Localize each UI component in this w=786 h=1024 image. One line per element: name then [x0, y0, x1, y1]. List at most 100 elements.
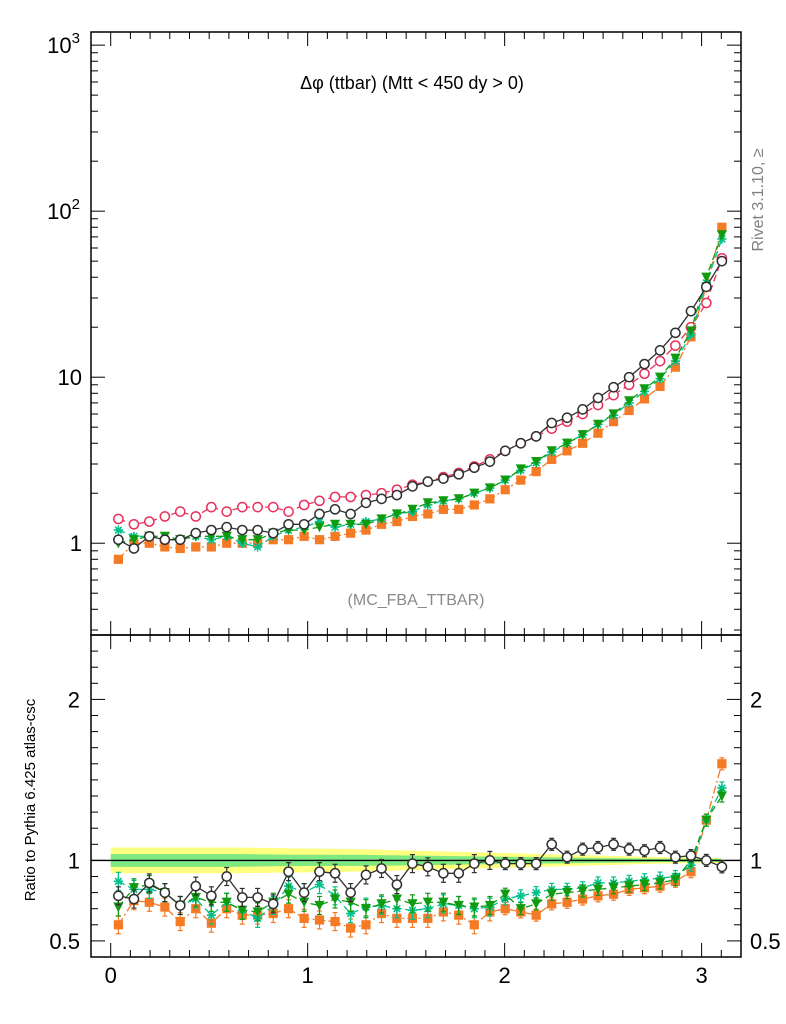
- data-point: [716, 230, 727, 240]
- data-point: [438, 504, 448, 514]
- data-point: [561, 438, 573, 449]
- data-point: [144, 897, 154, 907]
- data-point: [623, 843, 635, 855]
- data-point: [221, 521, 233, 533]
- data-point: [639, 394, 650, 404]
- data-point: [252, 535, 263, 545]
- data-point: [422, 897, 433, 908]
- data-point: [717, 783, 727, 793]
- data-point: [206, 542, 216, 552]
- data-point: [685, 305, 697, 317]
- data-point: [346, 923, 356, 933]
- data-point: [578, 438, 588, 448]
- data-point: [530, 858, 542, 869]
- data-point: [376, 514, 387, 525]
- series-line-4: [118, 234, 723, 544]
- data-point: [655, 381, 665, 392]
- data-point: [391, 879, 403, 890]
- data-point: [391, 894, 402, 905]
- data-point: [685, 850, 697, 861]
- data-point: [593, 428, 603, 438]
- data-point: [329, 519, 341, 530]
- data-point: [392, 516, 402, 527]
- data-point: [190, 880, 202, 892]
- data-point: [717, 759, 727, 769]
- data-point: [190, 892, 201, 903]
- data-point: [392, 904, 402, 914]
- data-point: [113, 513, 124, 525]
- data-point: [376, 863, 387, 874]
- data-point: [453, 867, 465, 879]
- series-line-1: [117, 763, 723, 929]
- data-point: [345, 897, 356, 908]
- data-point: [453, 468, 465, 480]
- data-point: [530, 431, 542, 442]
- data-point: [128, 518, 140, 530]
- data-point: [701, 815, 712, 826]
- data-point: [701, 272, 712, 283]
- data-point: [376, 519, 387, 529]
- y-tick-label-left: 0.5: [49, 929, 80, 954]
- chart-title: Δφ (ttbar) (Mtt < 450 dy > 0): [300, 73, 524, 93]
- data-point: [159, 534, 171, 546]
- y-tick-label-right: 1: [750, 848, 762, 873]
- data-point: [423, 913, 433, 923]
- data-point: [499, 858, 511, 869]
- data-point: [205, 890, 217, 902]
- data-point: [160, 902, 170, 912]
- data-point: [608, 409, 619, 420]
- data-point: [515, 464, 526, 475]
- data-point: [700, 281, 712, 293]
- data-point: [654, 372, 666, 383]
- ratio-panel-y-tick-labels: 0.5 0.5 1 1 2 2: [49, 687, 780, 954]
- data-point: [670, 362, 681, 372]
- data-point: [253, 542, 263, 552]
- data-point: [608, 381, 619, 393]
- data-point: [330, 916, 340, 927]
- data-point: [624, 396, 635, 406]
- x-tick-labels: 0 1 2 3: [105, 963, 708, 988]
- data-point: [267, 898, 279, 910]
- data-point: [438, 496, 449, 506]
- data-point: [485, 494, 495, 504]
- data-point: [236, 892, 248, 903]
- y-tick-label: 10: [58, 365, 82, 390]
- data-point: [578, 894, 588, 904]
- data-point: [469, 902, 480, 913]
- data-point: [128, 543, 140, 554]
- data-point: [654, 345, 666, 356]
- data-point: [500, 485, 510, 495]
- data-point: [299, 531, 309, 541]
- data-point: [391, 509, 402, 520]
- data-point: [438, 473, 449, 484]
- data-point: [190, 527, 202, 539]
- data-point: [546, 417, 558, 429]
- data-point: [499, 445, 511, 457]
- data-point: [329, 503, 341, 515]
- x-tick-label: 2: [499, 963, 511, 988]
- data-point: [391, 489, 403, 501]
- data-point: [360, 519, 372, 530]
- rivet-version-label: Rivet 3.1.10, ≥: [750, 148, 767, 251]
- data-point: [468, 462, 480, 474]
- y-tick-label-right: 2: [750, 687, 762, 712]
- data-point: [283, 889, 294, 900]
- data-point: [670, 353, 681, 364]
- data-point: [361, 920, 371, 930]
- data-point: [469, 500, 479, 510]
- data-point: [516, 475, 526, 485]
- data-point: [608, 838, 619, 850]
- data-point: [314, 508, 325, 520]
- data-point: [330, 531, 340, 541]
- data-point: [160, 542, 170, 552]
- data-point: [561, 851, 573, 863]
- series-line-2: [118, 787, 723, 920]
- data-point: [128, 883, 140, 893]
- data-point: [454, 504, 464, 514]
- data-point: [237, 535, 248, 545]
- data-point: [206, 910, 216, 920]
- data-point: [144, 538, 154, 548]
- data-point: [407, 858, 418, 869]
- data-point: [283, 506, 294, 517]
- y-tick-label: 102: [47, 196, 80, 224]
